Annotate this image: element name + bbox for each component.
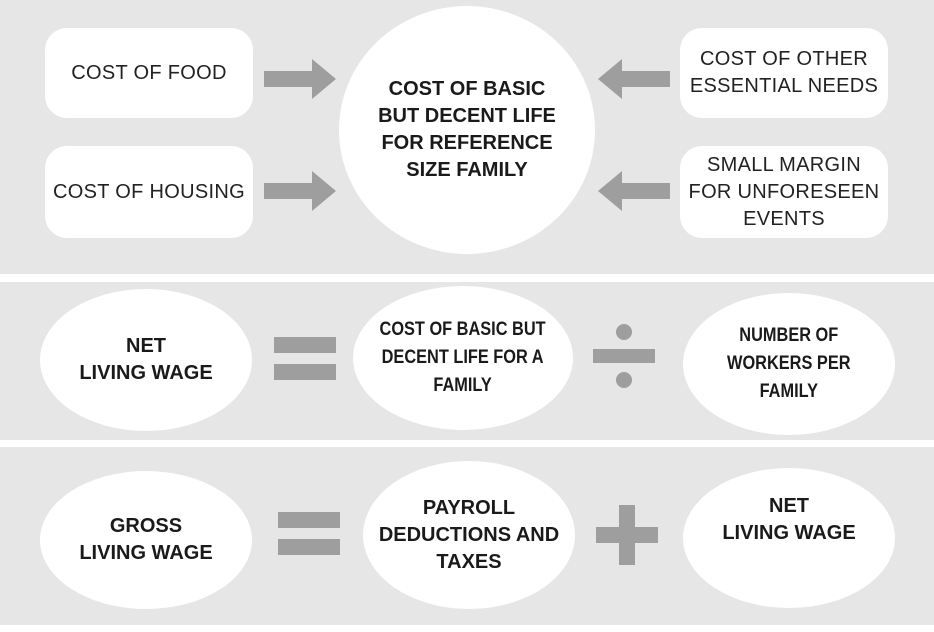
net-living-wage-operand-oval: NET LIVING WAGE — [683, 468, 895, 608]
cost-of-housing-label: COST OF HOUSING — [53, 180, 245, 203]
basic-decent-life-circle: COST OF BASIC BUT DECENT LIFE FOR REFERE… — [339, 6, 595, 254]
arrow-right-icon — [264, 59, 336, 99]
equals-icon — [274, 337, 336, 380]
gross-living-wage-oval: GROSS LIVING WAGE — [40, 471, 252, 609]
arrow-right-icon — [264, 171, 336, 211]
workers-per-family-label: NUMBER OF WORKERS PER FAMILY — [727, 325, 851, 402]
cost-of-decent-life-label: COST OF BASIC BUT DECENT LIFE FOR A FAMI… — [379, 319, 547, 396]
plus-icon — [596, 505, 658, 565]
cost-of-housing-box: COST OF HOUSING — [45, 146, 253, 238]
net-living-wage-operand-label: NET LIVING WAGE — [722, 495, 856, 544]
cost-of-other-needs-label: COST OF OTHER ESSENTIAL NEEDS — [689, 48, 879, 97]
arrow-left-icon — [598, 59, 670, 99]
cost-of-decent-life-oval: COST OF BASIC BUT DECENT LIFE FOR A FAMI… — [353, 286, 573, 430]
basic-decent-life-label: COST OF BASIC BUT DECENT LIFE FOR REFERE… — [378, 78, 556, 181]
net-living-wage-label: NET LIVING WAGE — [79, 335, 213, 384]
workers-per-family-oval: NUMBER OF WORKERS PER FAMILY — [683, 293, 895, 435]
unforeseen-events-label: SMALL MARGIN FOR UNFORESEEN EVENTS — [688, 153, 880, 230]
payroll-deductions-label: PAYROLL DEDUCTIONS AND TAXES — [378, 496, 560, 573]
cost-of-food-box: COST OF FOOD — [45, 28, 253, 118]
divide-icon — [593, 324, 655, 388]
payroll-deductions-oval: PAYROLL DEDUCTIONS AND TAXES — [363, 461, 575, 609]
equals-icon — [278, 512, 340, 555]
gross-living-wage-label: GROSS LIVING WAGE — [79, 515, 213, 564]
net-living-wage-oval: NET LIVING WAGE — [40, 289, 252, 431]
unforeseen-events-box: SMALL MARGIN FOR UNFORESEEN EVENTS — [680, 146, 888, 238]
cost-of-other-needs-box: COST OF OTHER ESSENTIAL NEEDS — [680, 28, 888, 118]
cost-of-food-label: COST OF FOOD — [71, 61, 227, 84]
arrow-left-icon — [598, 171, 670, 211]
